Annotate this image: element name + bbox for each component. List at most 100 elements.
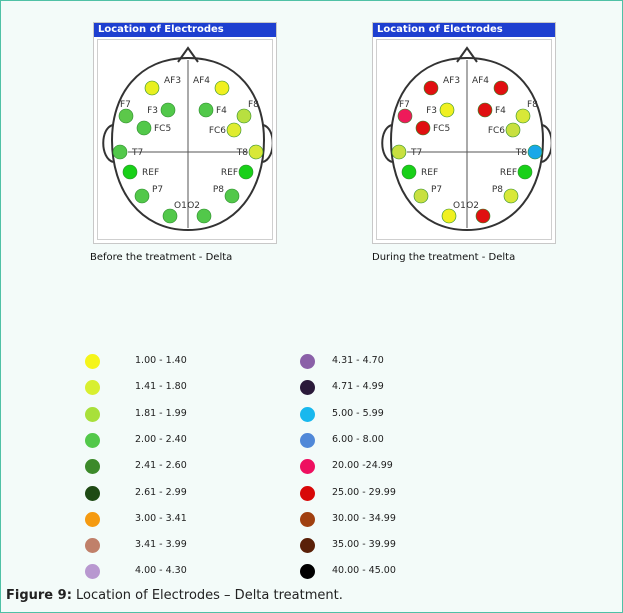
legend-swatch <box>85 432 100 448</box>
legend-swatch <box>300 459 315 475</box>
nose-outline <box>456 46 478 63</box>
electrode-label: AF4 <box>193 76 210 86</box>
legend-range-label: 35.00 - 39.99 <box>332 539 396 551</box>
legend-range-label: 2.41 - 2.60 <box>135 460 187 472</box>
electrode-label: P8 <box>492 185 503 195</box>
electrode-t7 <box>112 144 128 160</box>
electrode-label: AF4 <box>472 76 489 86</box>
head-outline <box>389 56 545 232</box>
panel-inner: AF3 AF4 F7 F3 F4 F8 FC5 FC6 T7 T8 REF REF P7 P8 O1 O2 <box>376 39 553 240</box>
electrode-af4 <box>214 80 230 96</box>
electrode-label: F8 <box>527 100 538 110</box>
electrode-t7 <box>391 144 407 160</box>
legend-swatch <box>300 564 315 580</box>
head-outline <box>110 56 266 232</box>
electrode-map-before: Location of Electrodes AF3 AF4 F7 F3 F4 F8 FC5… <box>93 22 277 244</box>
electrode-label: FC6 <box>488 126 505 136</box>
electrode-ref <box>401 164 417 180</box>
electrode-o2 <box>196 208 212 224</box>
legend-swatch <box>300 432 315 448</box>
legend-range-label: 1.81 - 1.99 <box>135 407 187 419</box>
legend-swatch <box>85 406 100 422</box>
electrode-label: T8 <box>515 148 527 158</box>
nose-outline <box>177 46 199 63</box>
legend-swatch <box>85 511 100 527</box>
legend-range-label: 4.71 - 4.99 <box>332 381 384 393</box>
left-ear <box>102 124 114 163</box>
panel-title: Location of Electrodes <box>373 23 555 37</box>
caption-during: During the treatment - Delta <box>372 252 516 263</box>
legend-range-label: 3.41 - 3.99 <box>135 539 187 551</box>
legend-range-label: 25.00 - 29.99 <box>332 486 396 498</box>
legend-range-label: 4.31 - 4.70 <box>332 355 384 366</box>
electrode-t8 <box>527 144 543 160</box>
electrode-label: REF <box>421 168 438 178</box>
electrode-f7 <box>397 108 413 124</box>
electrode-f4 <box>198 102 214 118</box>
electrode-p7 <box>134 188 150 204</box>
electrode-label: T8 <box>236 148 248 158</box>
legend-swatch <box>85 380 100 396</box>
electrode-ref <box>238 164 254 180</box>
electrode-f8 <box>515 108 531 124</box>
electrode-label: P8 <box>213 185 224 195</box>
caption-before: Before the treatment - Delta <box>90 252 233 263</box>
legend-range-label: 5.00 - 5.99 <box>332 407 384 419</box>
electrode-label: O1 <box>453 201 466 211</box>
legend-range-label: 2.00 - 2.40 <box>135 433 187 445</box>
electrode-o1 <box>162 208 178 224</box>
electrode-label: O2 <box>187 201 200 211</box>
legend-swatch <box>300 354 315 369</box>
legend-range-label: 20.00 -24.99 <box>332 460 393 472</box>
electrode-label: FC6 <box>209 126 226 136</box>
legend-swatch <box>85 459 100 475</box>
electrode-o1 <box>441 208 457 224</box>
panel-inner: AF3 AF4 F7 F3 F4 F8 FC5 FC6 T7 T8 REF REF P7 P8 O1 O2 <box>97 39 274 240</box>
electrode-f3 <box>439 102 455 118</box>
electrode-af3 <box>144 80 160 96</box>
legend-range-label: 40.00 - 45.00 <box>332 565 396 577</box>
electrode-label: P7 <box>431 185 442 195</box>
legend-swatch <box>300 538 315 554</box>
legend-swatch <box>85 564 100 580</box>
electrode-p8 <box>503 188 519 204</box>
electrode-f3 <box>160 102 176 118</box>
legend-range-label: 6.00 - 8.00 <box>332 433 384 445</box>
legend-range-label: 2.61 - 2.99 <box>135 486 187 498</box>
electrode-f4 <box>477 102 493 118</box>
electrode-label: AF3 <box>164 76 181 86</box>
figure-caption-text: Location of Electrodes – Delta treatment… <box>71 588 343 603</box>
legend-range-label: 1.41 - 1.80 <box>135 381 187 393</box>
figure-label: Figure 9: <box>6 588 72 603</box>
electrode-label: P7 <box>152 185 163 195</box>
electrode-label: F4 <box>216 106 227 116</box>
electrode-label: F7 <box>120 100 131 110</box>
electrode-t8 <box>248 144 264 160</box>
legend-swatch <box>300 511 315 527</box>
electrode-fc6 <box>226 122 242 138</box>
head-diagram: AF3 AF4 F7 F3 F4 F8 FC5 FC6 T7 T8 REF REF P7 P8 O1 O2 <box>102 46 274 232</box>
electrode-label: AF3 <box>443 76 460 86</box>
legend-swatch <box>300 485 315 501</box>
left-ear <box>381 124 393 163</box>
electrode-label: O1 <box>174 201 187 211</box>
electrode-label: REF <box>221 168 238 178</box>
electrode-label: T7 <box>131 148 143 158</box>
electrode-label: F3 <box>147 106 158 116</box>
legend-range-label: 4.00 - 4.30 <box>135 565 187 577</box>
figure-caption: Figure 9: Location of Electrodes – Delta… <box>6 588 343 603</box>
electrode-label: F8 <box>248 100 259 110</box>
legend-range-label: 30.00 - 34.99 <box>332 512 396 524</box>
electrode-f7 <box>118 108 134 124</box>
electrode-label: FC5 <box>433 124 450 134</box>
electrode-o2 <box>475 208 491 224</box>
electrode-ref <box>122 164 138 180</box>
legend-swatch <box>300 380 315 396</box>
electrode-label: F4 <box>495 106 506 116</box>
legend-swatch <box>85 485 100 501</box>
electrode-label: FC5 <box>154 124 171 134</box>
electrode-label: O2 <box>466 201 479 211</box>
legend-swatch <box>85 538 100 554</box>
legend-range-label: 3.00 - 3.41 <box>135 512 187 524</box>
head-diagram: AF3 AF4 F7 F3 F4 F8 FC5 FC6 T7 T8 REF REF P7 P8 O1 O2 <box>381 46 553 232</box>
